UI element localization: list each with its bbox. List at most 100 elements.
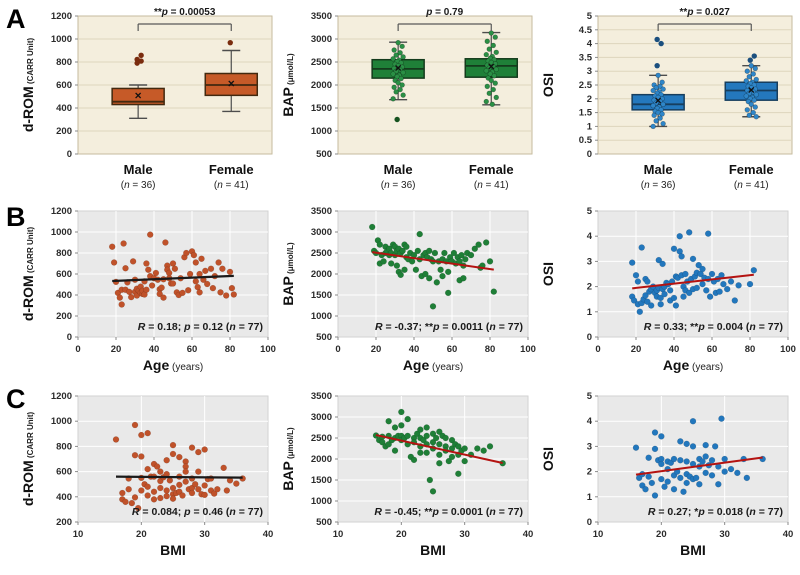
overlay-point bbox=[486, 46, 492, 52]
data-point bbox=[450, 249, 458, 257]
chart-svg: 10 20 30 40 500 1000 1500 2000 2500 3000 3500 R = -… bbox=[280, 391, 533, 558]
data-point bbox=[397, 271, 404, 279]
data-point bbox=[461, 457, 468, 465]
data-point bbox=[163, 487, 170, 494]
overlay-point bbox=[395, 39, 401, 46]
data-point bbox=[677, 457, 684, 464]
data-point bbox=[630, 297, 638, 304]
overlay-point bbox=[492, 34, 498, 40]
data-point bbox=[188, 444, 196, 451]
category-label: Male bbox=[384, 162, 413, 177]
data-point bbox=[233, 480, 240, 487]
data-point bbox=[746, 280, 754, 288]
data-point bbox=[432, 434, 440, 442]
mean-marker: × bbox=[655, 94, 662, 108]
x-tick-label: 20 bbox=[396, 529, 407, 540]
stats-annotation: R = 0.084; p = 0.46 (n = 77) bbox=[132, 506, 263, 518]
data-point bbox=[439, 272, 446, 280]
data-point bbox=[703, 287, 710, 294]
data-point bbox=[696, 480, 703, 488]
data-point bbox=[436, 441, 443, 448]
outlier-point bbox=[394, 116, 400, 123]
data-point bbox=[678, 253, 685, 260]
data-point bbox=[460, 274, 467, 282]
overlay-point bbox=[660, 86, 666, 92]
data-point bbox=[731, 297, 739, 304]
data-point bbox=[128, 499, 136, 507]
x-tick-label: 20 bbox=[631, 344, 642, 355]
data-point bbox=[467, 251, 475, 259]
data-point bbox=[689, 443, 697, 450]
data-point bbox=[474, 445, 481, 452]
y-tick-label: 2 bbox=[587, 467, 592, 478]
overlay-point bbox=[743, 93, 749, 99]
stats-annotation: R = 0.27; *p = 0.018 (n = 77) bbox=[648, 506, 783, 518]
data-point bbox=[158, 284, 165, 291]
data-point bbox=[475, 241, 482, 248]
data-point bbox=[445, 457, 453, 465]
data-point bbox=[220, 464, 227, 472]
x-tick-label: 20 bbox=[111, 344, 122, 355]
overlay-point bbox=[653, 118, 659, 124]
overlay-point bbox=[390, 56, 396, 62]
data-point bbox=[735, 282, 742, 289]
stats-annotation: R = -0.45; **p = 0.0001 (n = 77) bbox=[374, 506, 523, 518]
overlay-point bbox=[397, 86, 403, 93]
data-point bbox=[444, 268, 452, 276]
data-point bbox=[672, 302, 680, 309]
data-point bbox=[458, 251, 465, 259]
data-point bbox=[146, 231, 154, 238]
data-point bbox=[670, 485, 678, 493]
data-point bbox=[683, 479, 690, 487]
y-tick-label: 400 bbox=[56, 492, 72, 503]
data-point bbox=[433, 279, 441, 286]
y-tick-label: 1000 bbox=[51, 34, 72, 45]
category-label: Female bbox=[729, 162, 774, 177]
overlay-point bbox=[659, 111, 665, 117]
mean-marker: × bbox=[228, 76, 235, 90]
data-point bbox=[692, 474, 700, 482]
y-tick-label: 0 bbox=[67, 332, 72, 343]
n-label: (n = 41) bbox=[734, 180, 769, 191]
data-point bbox=[693, 284, 701, 292]
data-point bbox=[138, 453, 145, 460]
y-tick-label: 2 bbox=[587, 282, 592, 293]
trendline bbox=[115, 475, 243, 479]
y-tick-label: 5 bbox=[587, 11, 593, 22]
data-point bbox=[683, 458, 690, 465]
box-male bbox=[111, 87, 165, 106]
data-point bbox=[718, 415, 725, 422]
category-label: Male bbox=[124, 162, 153, 177]
y-tick-label: 3 bbox=[587, 66, 592, 77]
overlay-point bbox=[488, 77, 494, 84]
data-point bbox=[644, 298, 651, 305]
data-point bbox=[176, 481, 183, 489]
data-point bbox=[219, 265, 226, 272]
x-tick-label: 80 bbox=[485, 344, 496, 355]
data-point bbox=[436, 451, 443, 459]
y-tick-label: 3500 bbox=[311, 391, 332, 402]
trendline bbox=[375, 434, 503, 464]
overlay-point bbox=[483, 51, 489, 58]
data-point bbox=[634, 278, 642, 285]
y-tick-label: 800 bbox=[56, 57, 72, 68]
data-point bbox=[157, 468, 164, 475]
data-point bbox=[179, 289, 186, 297]
overlay-point bbox=[486, 90, 492, 96]
overlay-point bbox=[746, 112, 752, 119]
data-point bbox=[699, 280, 706, 288]
y-tick-label: 1000 bbox=[311, 126, 332, 137]
x-tick-label: 80 bbox=[225, 344, 236, 355]
x-tick-label: 30 bbox=[719, 529, 730, 540]
data-point bbox=[230, 291, 238, 298]
x-axis-title: Age (years) bbox=[143, 357, 203, 373]
data-point bbox=[393, 262, 401, 269]
data-point bbox=[716, 288, 723, 295]
y-tick-label: 2500 bbox=[311, 433, 332, 444]
x-tick-label: 60 bbox=[447, 344, 458, 355]
data-point bbox=[414, 247, 422, 255]
data-point bbox=[217, 289, 224, 296]
scatter-bap-vs-age: 0 20 40 60 80 100 500 1000 1500 2000 2500 3000 3500 R… bbox=[280, 205, 540, 390]
data-point bbox=[195, 468, 202, 475]
